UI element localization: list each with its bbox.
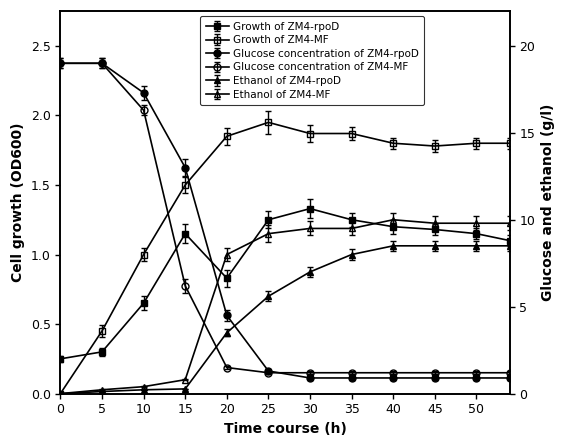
Y-axis label: Cell growth (OD600): Cell growth (OD600): [11, 122, 25, 282]
X-axis label: Time course (h): Time course (h): [224, 422, 346, 436]
Y-axis label: Glucose and ethanol (g/l): Glucose and ethanol (g/l): [541, 104, 555, 301]
Legend: Growth of ZM4-rpoD, Growth of ZM4-MF, Glucose concentration of ZM4-rpoD, Glucose: Growth of ZM4-rpoD, Growth of ZM4-MF, Gl…: [200, 17, 424, 105]
